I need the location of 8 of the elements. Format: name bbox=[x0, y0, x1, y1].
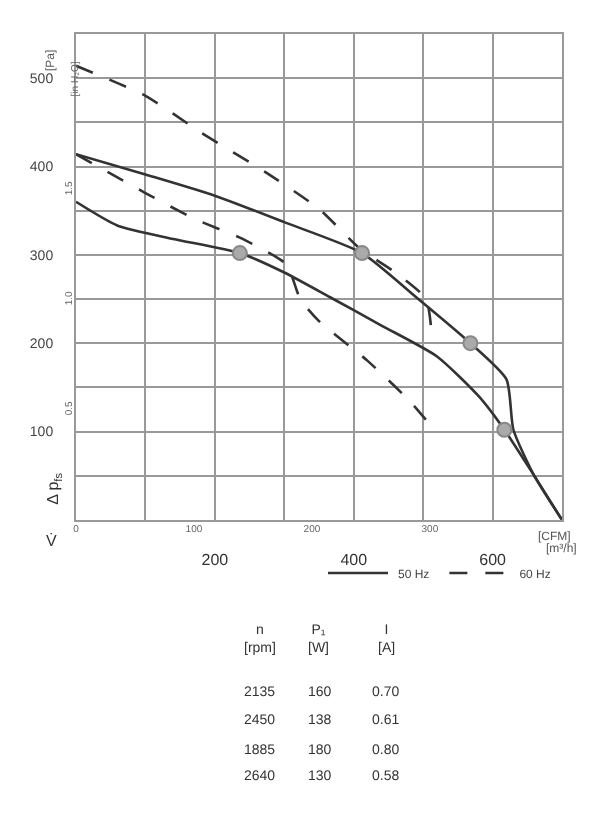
text: V̇ bbox=[46, 532, 58, 551]
point bbox=[354, 245, 371, 262]
point bbox=[496, 421, 513, 438]
point bbox=[462, 335, 479, 352]
x-tick-label: 200 bbox=[201, 551, 230, 570]
x-tick-label: 600 bbox=[479, 551, 508, 570]
point bbox=[231, 245, 248, 262]
x-tick-label: 400 bbox=[340, 551, 369, 570]
